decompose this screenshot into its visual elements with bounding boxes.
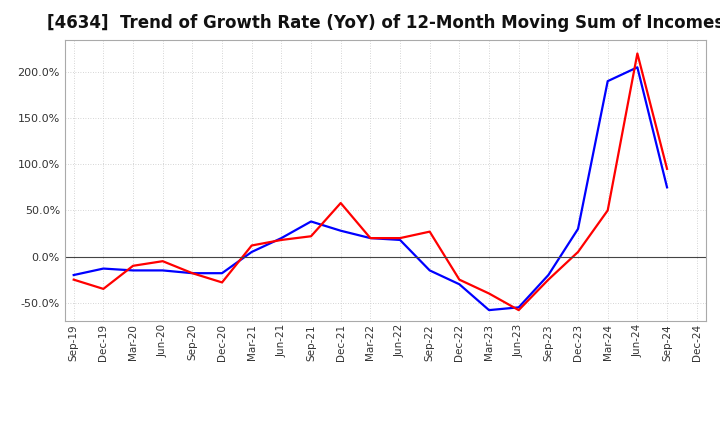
Net Income Growth Rate <box>336 200 345 205</box>
Net Income Growth Rate <box>633 51 642 56</box>
Ordinary Income Growth Rate <box>603 78 612 84</box>
Title: [4634]  Trend of Growth Rate (YoY) of 12-Month Moving Sum of Incomes: [4634] Trend of Growth Rate (YoY) of 12-… <box>47 15 720 33</box>
Ordinary Income Growth Rate <box>426 268 434 273</box>
Net Income Growth Rate <box>514 308 523 313</box>
Net Income Growth Rate <box>396 235 405 241</box>
Ordinary Income Growth Rate <box>188 271 197 276</box>
Net Income Growth Rate <box>99 286 108 292</box>
Ordinary Income Growth Rate <box>544 272 553 278</box>
Ordinary Income Growth Rate <box>485 308 493 313</box>
Line: Ordinary Income Growth Rate: Ordinary Income Growth Rate <box>73 67 667 310</box>
Ordinary Income Growth Rate <box>366 235 374 241</box>
Net Income Growth Rate <box>544 277 553 282</box>
Ordinary Income Growth Rate <box>99 266 108 271</box>
Ordinary Income Growth Rate <box>248 249 256 255</box>
Ordinary Income Growth Rate <box>307 219 315 224</box>
Ordinary Income Growth Rate <box>158 268 167 273</box>
Ordinary Income Growth Rate <box>455 282 464 287</box>
Net Income Growth Rate <box>366 235 374 241</box>
Net Income Growth Rate <box>277 237 286 242</box>
Net Income Growth Rate <box>574 249 582 255</box>
Ordinary Income Growth Rate <box>129 268 138 273</box>
Net Income Growth Rate <box>485 291 493 296</box>
Net Income Growth Rate <box>248 243 256 248</box>
Net Income Growth Rate <box>603 208 612 213</box>
Net Income Growth Rate <box>662 166 671 172</box>
Ordinary Income Growth Rate <box>633 65 642 70</box>
Ordinary Income Growth Rate <box>396 237 405 242</box>
Ordinary Income Growth Rate <box>574 226 582 231</box>
Ordinary Income Growth Rate <box>662 185 671 190</box>
Net Income Growth Rate <box>426 229 434 234</box>
Net Income Growth Rate <box>455 277 464 282</box>
Ordinary Income Growth Rate <box>217 271 226 276</box>
Net Income Growth Rate <box>129 263 138 268</box>
Ordinary Income Growth Rate <box>514 305 523 310</box>
Ordinary Income Growth Rate <box>277 235 286 241</box>
Net Income Growth Rate <box>307 234 315 239</box>
Net Income Growth Rate <box>69 277 78 282</box>
Net Income Growth Rate <box>217 280 226 285</box>
Ordinary Income Growth Rate <box>336 228 345 233</box>
Line: Net Income Growth Rate: Net Income Growth Rate <box>73 53 667 310</box>
Ordinary Income Growth Rate <box>69 272 78 278</box>
Net Income Growth Rate <box>158 259 167 264</box>
Net Income Growth Rate <box>188 271 197 276</box>
